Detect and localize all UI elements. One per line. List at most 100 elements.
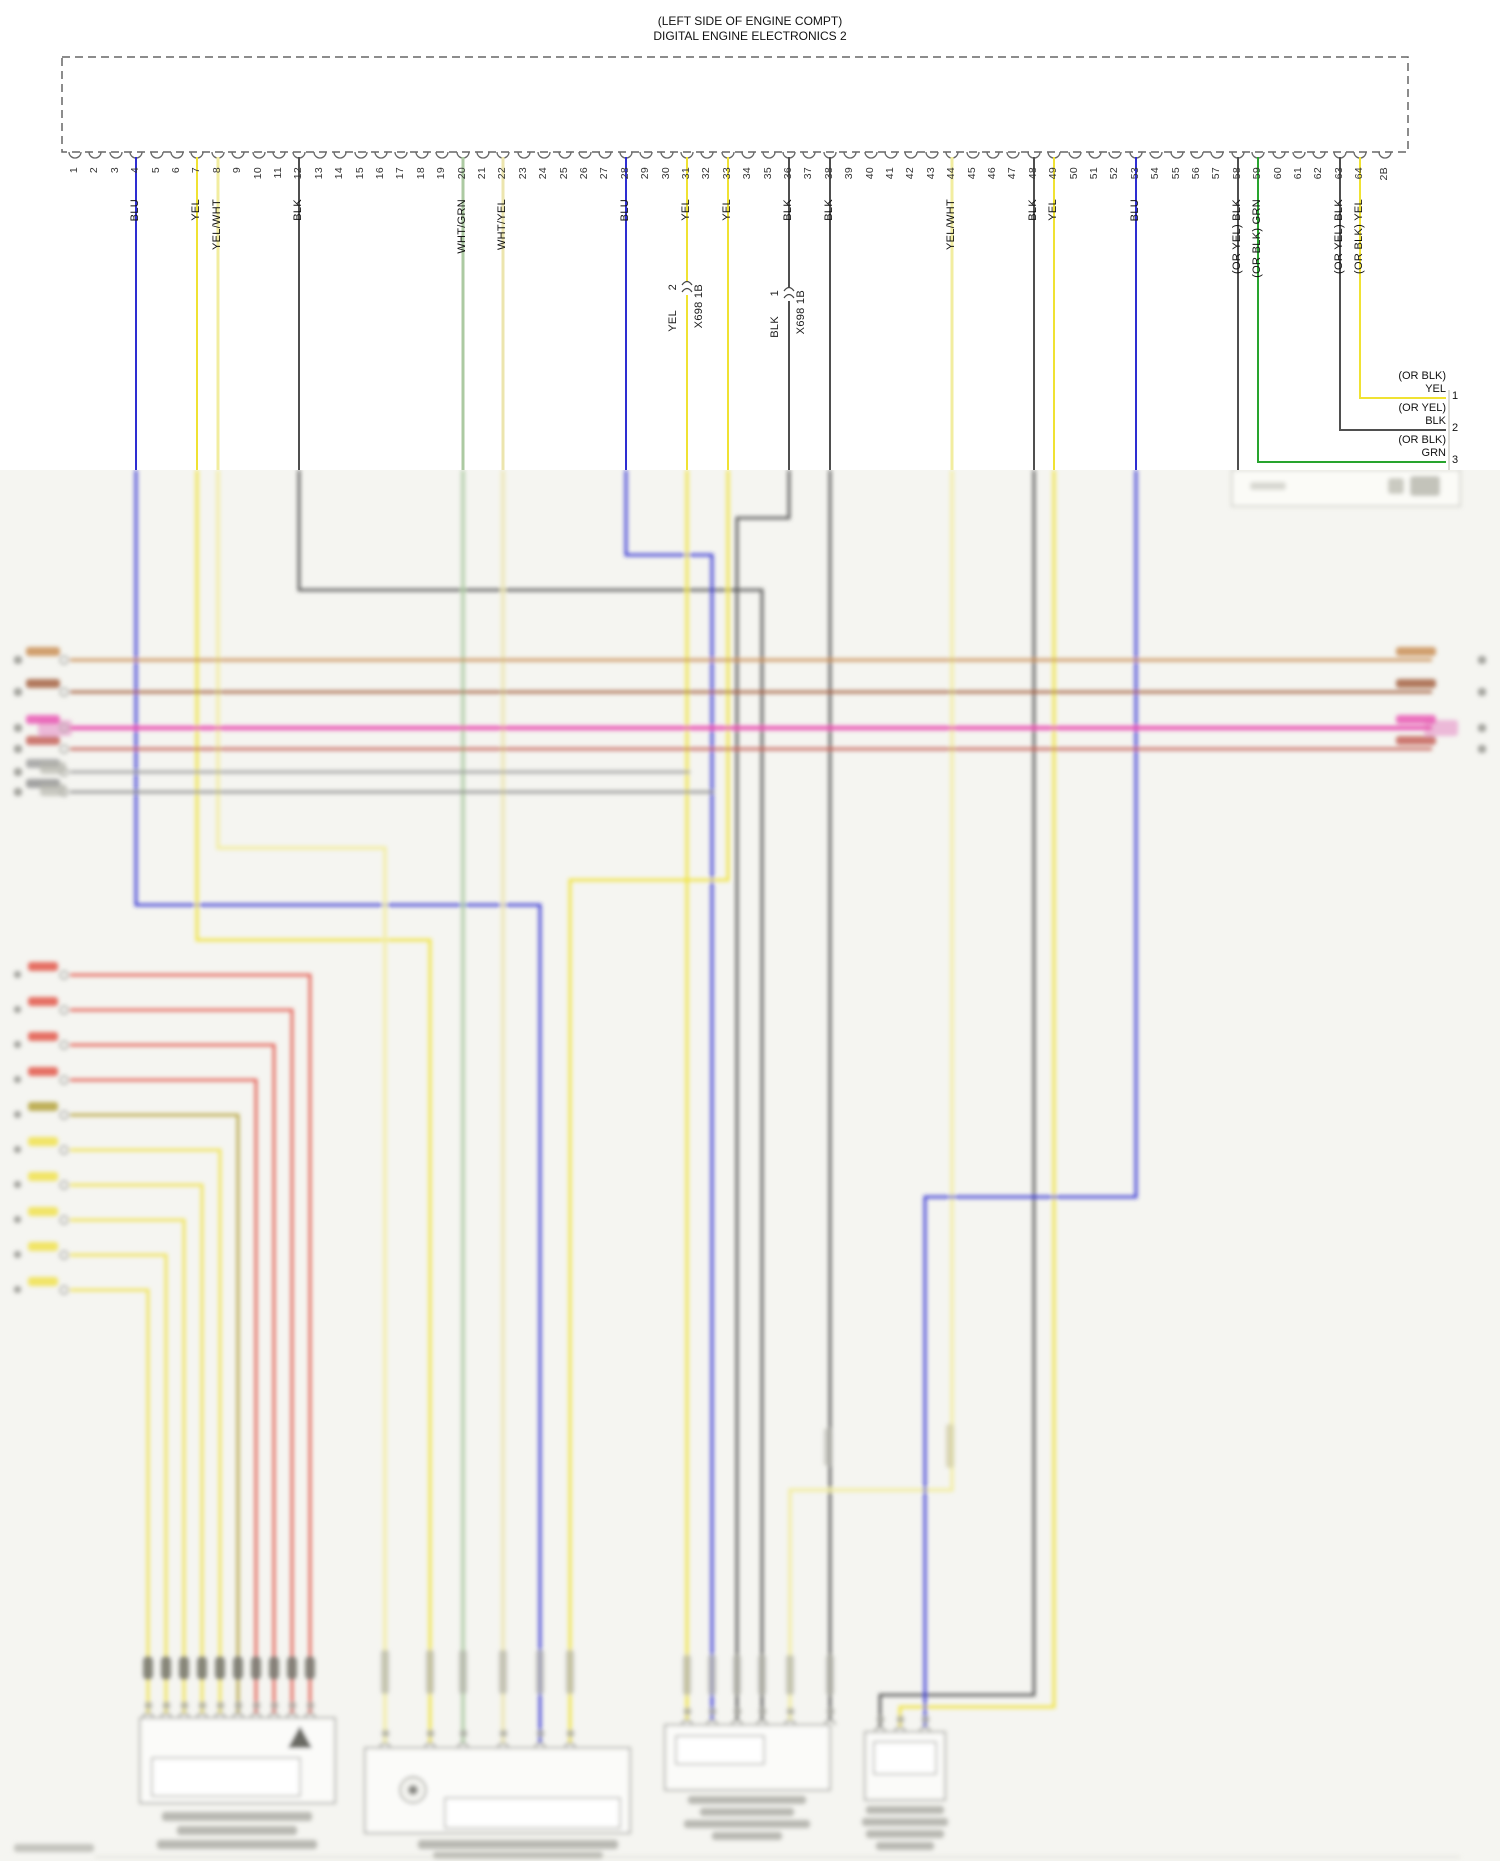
wire-pin-7-blurred (195, 470, 432, 1743)
ecu-pin-socket (150, 151, 164, 159)
blurred-text-blob (40, 784, 66, 796)
fan-wire (70, 1148, 222, 1714)
blurred-text-blob (418, 1840, 618, 1849)
fan-connector-symbol (59, 1285, 69, 1295)
blurred-text-blob (733, 1655, 741, 1695)
blurred-text-blob (14, 788, 22, 796)
bus-connector-symbol (59, 723, 69, 733)
blurred-text-blob (427, 1730, 434, 1737)
fan-connector-symbol (59, 1250, 69, 1260)
module-title: DIGITAL ENGINE ELECTRONICS 2 (653, 29, 847, 43)
wire-pin-28-blurred (624, 470, 714, 1720)
location-label: (LEFT SIDE OF ENGINE COMPT) (657, 14, 843, 28)
bus-connector-symbol (59, 655, 69, 665)
component-pin-socket (304, 1712, 316, 1719)
component-pin-socket (681, 1719, 693, 1726)
component-pin-socket (564, 1742, 576, 1749)
blurred-text-blob (709, 1708, 716, 1715)
fan-wire (70, 1078, 258, 1714)
blurred-text-blob (1388, 478, 1404, 494)
blurred-text-blob (287, 1656, 297, 1680)
component-pin-socket (706, 1719, 718, 1726)
ecu-pin-socket (435, 151, 449, 159)
ecu-pin-socket (415, 151, 429, 159)
blurred-text-blob (460, 1730, 467, 1737)
ecu-pin-socket (313, 151, 327, 159)
fan-wire (70, 1218, 186, 1714)
blurred-text-blob (233, 1656, 243, 1680)
ecu-pin-socket (1312, 151, 1326, 159)
blurred-text-blob (28, 1137, 58, 1146)
blurred-text-blob (382, 1730, 389, 1737)
ecu-connector-box (61, 56, 1409, 153)
ecu-pin-socket (1170, 151, 1184, 159)
blurred-text-blob (161, 1656, 171, 1680)
blurred-text-blob (683, 1655, 691, 1695)
blurred-text-blob (14, 688, 22, 696)
component-pin-socket (232, 1712, 244, 1719)
wire-pin-36-blurred (735, 470, 791, 1720)
blurred-text-blob (499, 1650, 507, 1694)
inline-connector-symbol (681, 287, 693, 293)
blurred-text-blob (712, 1832, 782, 1840)
wire-pin-64 (1359, 157, 1446, 399)
ecu-pin-socket (333, 151, 347, 159)
blurred-text-blob (28, 1277, 58, 1286)
component-pin-socket (457, 1742, 469, 1749)
component-pin-socket (196, 1712, 208, 1719)
blurred-text-blob (922, 1716, 929, 1723)
wire-pin-4-blurred (134, 470, 542, 1743)
ecu-pin-socket (537, 151, 551, 159)
blurred-text-blob (381, 1650, 389, 1694)
fan-wire (70, 973, 312, 1714)
ecu-pin-socket (904, 151, 918, 159)
ecu-pin-socket (558, 151, 572, 159)
blurred-text-blob (14, 1111, 21, 1118)
blurred-text-blob (426, 1650, 434, 1694)
ecu-pin-socket (272, 151, 286, 159)
ecu-pin-socket (1108, 151, 1122, 159)
wire-pin-63 (1339, 157, 1446, 431)
blurred-text-blob (688, 1796, 806, 1804)
ecu-pin-socket (966, 151, 980, 159)
ecu-pin-socket (354, 151, 368, 159)
blurred-text-blob (251, 1656, 261, 1680)
ecu-pin-socket (517, 151, 531, 159)
blurred-text-blob (215, 1656, 225, 1680)
component-pin-socket (268, 1712, 280, 1719)
blurred-text-blob (197, 1656, 207, 1680)
blurred-text-blob (787, 1708, 794, 1715)
ecu-pin-socket (1378, 151, 1392, 159)
ecu-pin-socket (88, 151, 102, 159)
blurred-wiring-content (14, 470, 1486, 1859)
blurred-text-blob (684, 1708, 691, 1715)
blurred-text-blob (708, 1655, 716, 1695)
blurred-text-blob (253, 1702, 260, 1709)
ecu-pin-socket (700, 151, 714, 159)
ecu-pin-socket (1068, 151, 1082, 159)
fan-connector-symbol (59, 970, 69, 980)
wire-pin-12-blurred (297, 470, 764, 1720)
blurred-text-blob (684, 1820, 810, 1828)
ecu-pin-socket (476, 151, 490, 159)
fan-connector-symbol (59, 1075, 69, 1085)
component-pin-socket (919, 1726, 931, 1733)
blurred-text-blob (536, 1650, 544, 1694)
fan-wire (70, 1183, 204, 1714)
component-inner-box (444, 1797, 621, 1829)
blurred-text-blob (1396, 715, 1436, 724)
component-inner-box (151, 1757, 301, 1797)
component-pin-socket (497, 1742, 509, 1749)
blurred-region-background (0, 470, 1500, 1861)
component-pin-socket (250, 1712, 262, 1719)
component-pin-socket (286, 1712, 298, 1719)
fan-connector-symbol (59, 1145, 69, 1155)
blurred-text-blob (305, 1656, 315, 1680)
blurred-text-blob (14, 1076, 21, 1083)
blurred-text-blob (177, 1826, 297, 1835)
blurred-text-blob (26, 736, 60, 745)
blurred-text-blob (866, 1830, 944, 1838)
blurred-text-blob (40, 762, 66, 774)
ecu-pin-socket (660, 151, 674, 159)
